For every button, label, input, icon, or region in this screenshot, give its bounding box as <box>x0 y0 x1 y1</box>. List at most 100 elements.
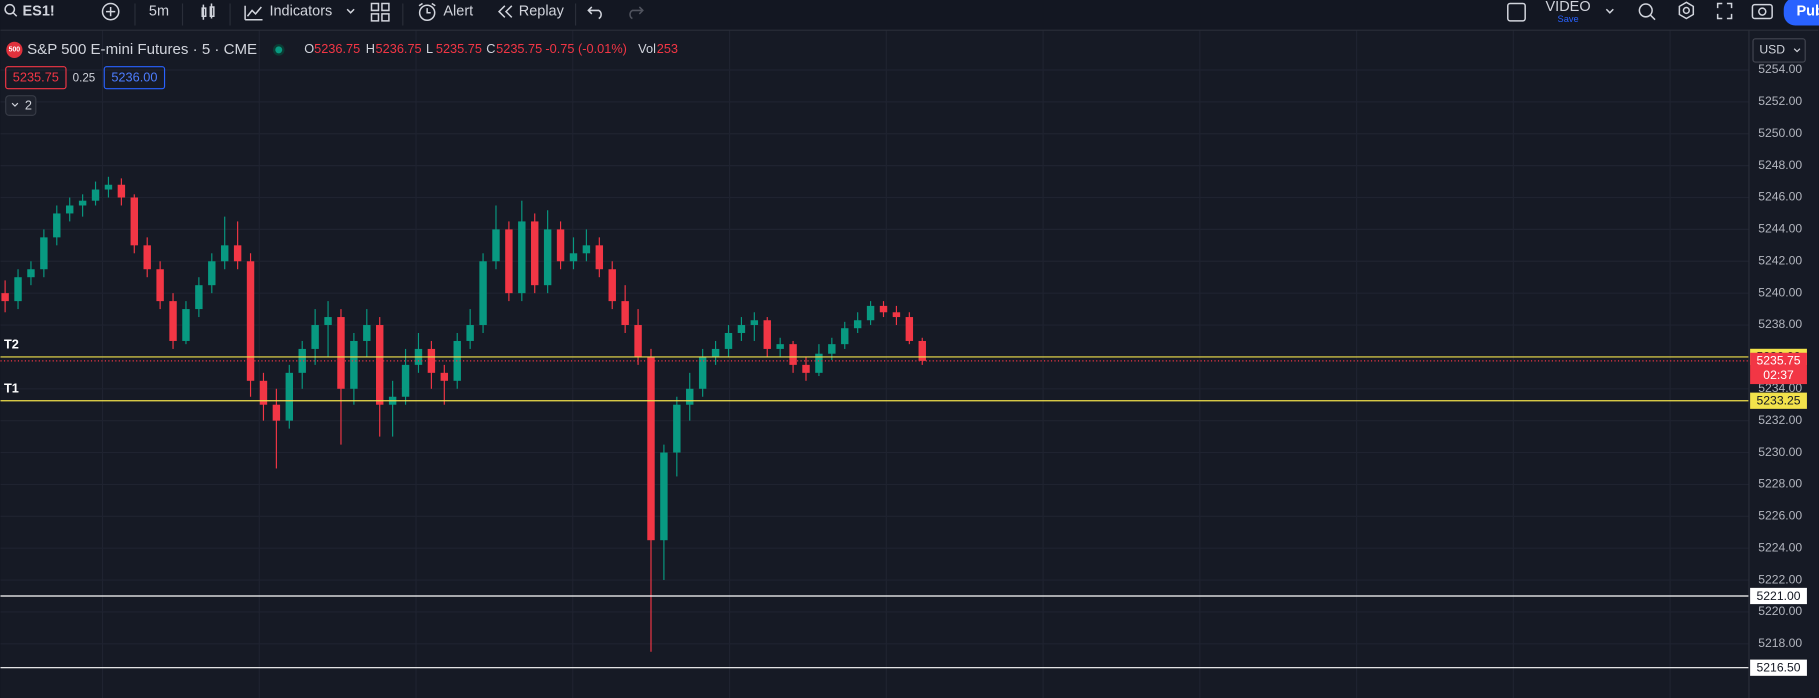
alert-button[interactable]: Alert <box>443 3 473 19</box>
symbol-search[interactable]: ES1! <box>4 3 55 19</box>
candle-body <box>763 320 771 349</box>
candle-body <box>272 404 281 421</box>
y-tick-label: 5244.00 <box>1758 222 1802 236</box>
y-tick-label: 5226.00 <box>1758 509 1802 523</box>
volume: 253 <box>657 41 678 56</box>
save-label[interactable]: Save <box>1558 14 1579 24</box>
candle-body <box>647 356 655 541</box>
candle-body <box>698 356 707 389</box>
ohlc-value: 5235.75 <box>496 41 542 56</box>
candle-body <box>582 245 591 254</box>
alert-icon <box>418 2 436 14</box>
level-label: 5216.50 <box>1757 661 1801 675</box>
level-label: 5221.00 <box>1757 589 1801 603</box>
collapse-icon <box>11 102 19 107</box>
dropdown-icon[interactable] <box>1605 8 1614 14</box>
ask-price: 5236.00 <box>111 70 157 85</box>
candle-body <box>259 380 268 405</box>
sell-button[interactable] <box>5 66 67 90</box>
indicators-button[interactable]: Indicators <box>269 3 332 19</box>
candle-body <box>918 340 926 361</box>
candle-body <box>815 353 823 373</box>
plot: T2 T1 <box>0 176 1749 669</box>
y-tick-label: 5224.00 <box>1758 540 1802 554</box>
quick-search-button[interactable] <box>1638 3 1653 18</box>
y-tick-label: 5234.00 <box>1758 381 1802 395</box>
candle-body <box>466 325 474 341</box>
spread: 0.25 <box>73 72 96 84</box>
y-tick-label: 5232.00 <box>1758 413 1802 427</box>
layout-button[interactable] <box>1507 2 1526 22</box>
compare-button[interactable] <box>101 2 120 21</box>
snapshot-button[interactable] <box>1751 3 1773 20</box>
buy-button[interactable] <box>103 66 166 90</box>
settings-icon <box>1682 6 1690 15</box>
dropdown-icon <box>1793 48 1801 53</box>
candle-body <box>27 269 35 278</box>
ohlc-label: C <box>486 41 495 56</box>
video-label[interactable]: VIDEO <box>1546 0 1591 15</box>
candle-body <box>802 364 810 373</box>
y-tick-label: 5230.00 <box>1758 445 1802 459</box>
candle-body <box>556 229 565 262</box>
candle-body <box>634 325 642 357</box>
y-tick-label: 5238.00 <box>1758 317 1802 331</box>
y-tick-label: 5240.00 <box>1758 285 1802 299</box>
candle-body <box>879 305 888 313</box>
chart-type-button[interactable] <box>201 3 215 20</box>
candle-body <box>246 261 255 381</box>
level-label: 5233.25 <box>1757 394 1801 408</box>
publish-button[interactable] <box>1783 0 1819 26</box>
candle-body <box>479 261 487 326</box>
candle-body <box>285 372 294 421</box>
bid-price: 5235.75 <box>13 70 59 85</box>
replay-button[interactable]: Replay <box>519 3 565 19</box>
settings-button[interactable] <box>1678 1 1695 20</box>
ohlc-label: O <box>304 41 314 56</box>
ohlc-legend: O 5236.75 H 5236.75 L 5235.75 C 5235.75 <box>304 41 542 56</box>
candle-body <box>195 285 203 310</box>
quick-search-icon <box>1649 14 1656 21</box>
redo-button[interactable] <box>629 6 644 20</box>
candle-body <box>608 269 616 302</box>
publish-label: Pub <box>1796 3 1819 19</box>
candle-body <box>65 205 74 214</box>
candle-body <box>866 305 875 321</box>
last-price-tag <box>1750 352 1807 385</box>
candle-body <box>518 221 526 294</box>
symbol: ES1! <box>23 3 55 19</box>
collapse-button[interactable] <box>5 95 37 116</box>
change: -0.75 (-0.01%) <box>545 41 626 56</box>
layouts-button[interactable] <box>370 2 390 22</box>
candle-body <box>337 317 345 389</box>
undo-button[interactable] <box>587 6 602 20</box>
candle-body <box>208 261 216 286</box>
candle-body <box>311 325 319 349</box>
fullscreen-button[interactable] <box>1716 2 1733 20</box>
candle-body <box>401 364 410 397</box>
candle-body <box>892 312 901 318</box>
symbol-badge <box>6 41 23 58</box>
y-tick-label: 5218.00 <box>1758 636 1802 650</box>
candle-body <box>182 309 190 341</box>
level-name: T1 <box>4 381 19 396</box>
indicators-icon <box>244 5 263 21</box>
candle-body <box>130 197 138 246</box>
y-tick-label: 5242.00 <box>1758 253 1802 267</box>
candle-body <box>143 245 151 270</box>
candle-body <box>853 320 862 329</box>
search-icon <box>4 3 16 15</box>
y-tick-label: 5252.00 <box>1758 94 1802 108</box>
level-tag <box>1750 587 1807 605</box>
currency-button[interactable] <box>1752 38 1806 63</box>
level-tag <box>1750 659 1807 676</box>
candle-body <box>53 213 61 238</box>
legend: 500 S&P 500 E-mini Futures · 5 · CME O 52… <box>5 38 1806 116</box>
level-name: T2 <box>4 337 19 352</box>
interval-button[interactable]: 5m <box>149 3 169 19</box>
dropdown-icon[interactable] <box>346 8 355 14</box>
badge-text: 500 <box>9 47 21 54</box>
candle-body <box>324 317 332 326</box>
compare-icon <box>105 6 116 17</box>
candle-body <box>828 344 836 354</box>
